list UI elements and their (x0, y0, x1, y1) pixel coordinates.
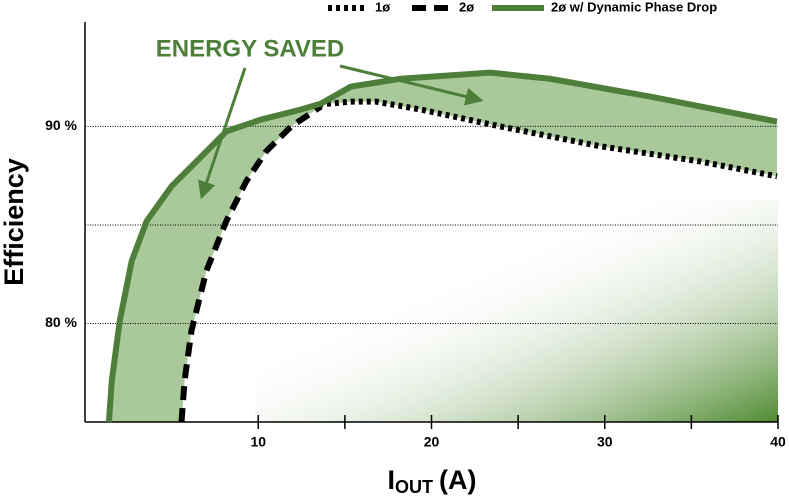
series-line (178, 104, 323, 423)
y-tick-label: 80 % (45, 314, 77, 330)
annotation: ENERGY SAVED (156, 35, 345, 62)
x-label-sub: OUT (395, 477, 433, 497)
x-tick-label: 30 (597, 434, 613, 450)
y-tick-label: 90 % (45, 117, 77, 133)
series-line (318, 98, 778, 180)
legend-label: 2ø (459, 0, 474, 14)
x-tick-label: 40 (770, 434, 786, 450)
x-axis-label: IOUT (A) (388, 465, 477, 497)
y-axis-label: Efficiency (0, 158, 29, 286)
x-label-main: I (388, 465, 396, 495)
annotation-arrow (339, 64, 484, 106)
series-line (105, 69, 778, 423)
x-tick-label: 10 (250, 434, 266, 450)
legend-label: 2ø w/ Dynamic Phase Drop (551, 0, 717, 14)
background-gradient (255, 200, 778, 422)
plot-area: 80 % 90 % 10 20 30 40 (45, 22, 786, 450)
x-tick-label: 20 (424, 434, 440, 450)
x-label-suffix: (A) (439, 465, 476, 495)
legend: 1ø 2ø 2ø w/ Dynamic Phase Drop (328, 0, 717, 14)
legend-label: 1ø (375, 0, 390, 14)
energy-saved-area (108, 72, 777, 423)
annotation-arrow (198, 67, 247, 200)
